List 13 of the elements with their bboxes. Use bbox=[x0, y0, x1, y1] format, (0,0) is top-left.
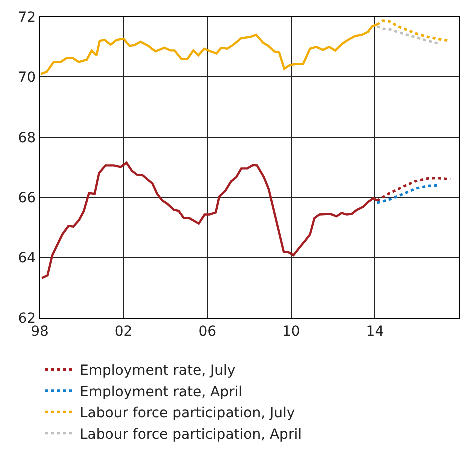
y-tick-label: 66 bbox=[18, 190, 36, 206]
legend-label: Employment rate, April bbox=[80, 384, 243, 400]
x-tick-label: 10 bbox=[282, 324, 300, 340]
y-tick-label: 72 bbox=[18, 10, 36, 26]
x-tick-label: 14 bbox=[366, 324, 384, 340]
legend-label: Employment rate, July bbox=[80, 363, 236, 380]
x-tick-label: 06 bbox=[198, 324, 217, 340]
legend-label: Labour force participation, July bbox=[80, 406, 296, 422]
y-tick-label: 64 bbox=[18, 250, 36, 267]
y-tick-label: 70 bbox=[18, 70, 36, 86]
legend-label: Labour force participation, April bbox=[80, 426, 302, 443]
y-tick-label: 68 bbox=[18, 130, 36, 146]
x-tick-label: 02 bbox=[114, 324, 133, 340]
